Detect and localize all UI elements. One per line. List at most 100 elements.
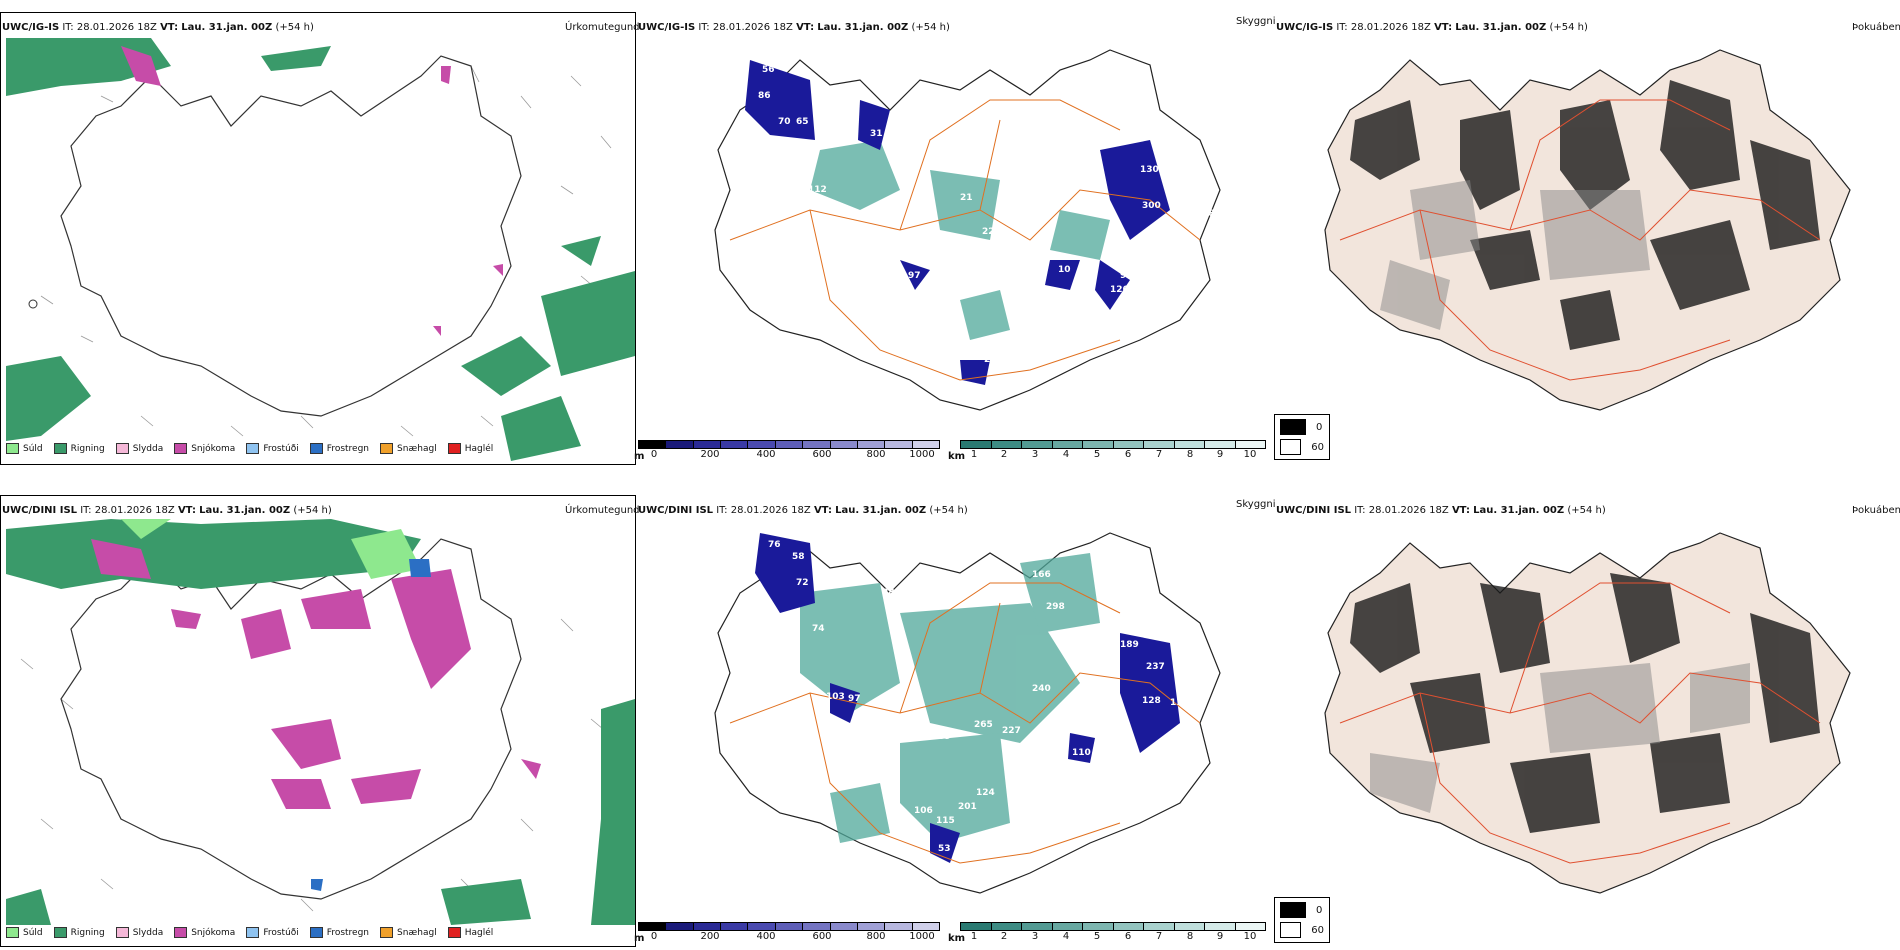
vis-map-1: 56 86 70 65 24 112 115 31 21 220 97 125 … bbox=[714, 49, 1221, 411]
fog-mid-areas bbox=[1380, 180, 1650, 330]
precip-legend-2: Súld Rigning Slydda Snjókoma Frostúði Fr… bbox=[6, 927, 504, 938]
value-label: 96 bbox=[1068, 333, 1081, 343]
vis-tick: 8 bbox=[1186, 931, 1194, 942]
value-label: 76 bbox=[768, 540, 781, 550]
vis-tick: 4 bbox=[1062, 931, 1070, 942]
vis-tick: 2 bbox=[1000, 931, 1008, 942]
value-label: 201 bbox=[958, 802, 977, 812]
snow-areas bbox=[121, 46, 503, 336]
elevation-ramp bbox=[638, 440, 940, 449]
legend-swatch bbox=[115, 927, 129, 938]
fog-header-1: UWC/IG-IS IT: 28.01.2026 18Z VT: Lau. 31… bbox=[1276, 22, 1588, 33]
vis-tick: 6 bbox=[1124, 931, 1132, 942]
precip-legend-1: Súld Rigning Slydda Snjókoma Frostúði Fr… bbox=[6, 443, 504, 454]
value-label: 110 bbox=[1072, 748, 1091, 758]
elevation-numbers: 56 86 70 65 24 112 115 31 21 220 97 125 … bbox=[758, 65, 1215, 395]
precip-header-1: UWC/IG-IS IT: 28.01.2026 18Z VT: Lau. 31… bbox=[2, 22, 314, 34]
vis-tick: 9 bbox=[1216, 931, 1224, 942]
vis-tick: 5 bbox=[1093, 449, 1101, 460]
value-label: 240 bbox=[1032, 684, 1051, 694]
value-label: 112 bbox=[808, 185, 827, 195]
it-value: 28.01.2026 18Z bbox=[76, 22, 157, 33]
row-2: UWC/DINI ISL IT: 28.01.2026 18Z VT: Lau.… bbox=[0, 475, 1900, 950]
value-label: 170 bbox=[1132, 243, 1151, 253]
legend-swatch bbox=[380, 927, 394, 938]
value-label: 909 bbox=[932, 732, 951, 742]
vis-title-1: Skyggni bbox=[1236, 16, 1276, 27]
road-network bbox=[1339, 99, 1821, 381]
precip-header-2: UWC/DINI ISL IT: 28.01.2026 18Z VT: Lau.… bbox=[2, 505, 332, 516]
value-label: 29 bbox=[984, 355, 997, 365]
value-label: 70 bbox=[778, 117, 791, 127]
visibility-areas bbox=[810, 140, 1110, 340]
value-label: 118 bbox=[1196, 209, 1215, 219]
iceland-outline bbox=[60, 55, 522, 417]
value-label: 116 bbox=[1170, 698, 1189, 708]
legend-swatch bbox=[309, 927, 323, 938]
value-label: 161 bbox=[896, 728, 915, 738]
legend-swatch bbox=[246, 927, 260, 938]
elev-tick: 200 bbox=[700, 449, 720, 460]
legend-swatch bbox=[6, 927, 19, 938]
it-label: IT: bbox=[62, 22, 74, 33]
legend-swatch bbox=[115, 443, 129, 454]
value-label: 189 bbox=[1120, 640, 1139, 650]
fog-header-2: UWC/DINI ISL IT: 28.01.2026 18Z VT: Lau.… bbox=[1276, 505, 1606, 516]
legend-swatch bbox=[174, 443, 188, 454]
value-label: 300 bbox=[1142, 201, 1161, 211]
fog-dark-areas bbox=[1350, 573, 1820, 833]
vis-tick: 10 bbox=[1243, 931, 1257, 942]
legend-item-frostregn: Frostregn bbox=[309, 443, 369, 454]
value-label: 106 bbox=[914, 806, 933, 816]
visibility-ramp bbox=[960, 440, 1266, 449]
vis-tick: 3 bbox=[1031, 449, 1039, 460]
elevation-ramp bbox=[638, 922, 940, 931]
legend-swatch bbox=[380, 443, 394, 454]
precip-panel-2 bbox=[0, 495, 636, 947]
elev-tick: 600 bbox=[812, 449, 832, 460]
elev-tick: 0 bbox=[650, 931, 658, 942]
legend-swatch bbox=[174, 927, 188, 938]
elevation-colorbar-2: 0 200 400 600 800 1000 bbox=[638, 922, 940, 943]
rain-areas bbox=[6, 38, 635, 461]
fog-legend-item: 0 bbox=[1280, 419, 1324, 435]
legend-item-haglel: Haglél bbox=[447, 927, 493, 938]
legend-item-haglel: Haglél bbox=[447, 443, 493, 454]
legend-item-sudd: Súld bbox=[6, 927, 43, 938]
value-label: 88 bbox=[882, 588, 895, 598]
legend-item-snjokoma: Snjókoma bbox=[174, 927, 235, 938]
row-1: UWC/IG-IS IT: 28.01.2026 18Z VT: Lau. 31… bbox=[0, 12, 1900, 465]
value-label: 31 bbox=[870, 129, 883, 139]
elev-tick: 1000 bbox=[909, 931, 935, 942]
value-label: 74 bbox=[812, 624, 825, 634]
visibility-areas bbox=[800, 553, 1100, 843]
snow-areas bbox=[91, 539, 541, 809]
legend-swatch bbox=[246, 443, 260, 454]
value-label: 58 bbox=[792, 552, 805, 562]
elev-tick: 400 bbox=[756, 449, 776, 460]
vis-tick: 9 bbox=[1216, 449, 1224, 460]
fog-legend-box-2: 0 60 bbox=[1274, 897, 1330, 943]
legend-item-snjokoma: Snjókoma bbox=[174, 443, 235, 454]
legend-swatch bbox=[6, 443, 19, 454]
value-label: 124 bbox=[976, 788, 995, 798]
model-label: UWC/IG-IS bbox=[2, 22, 60, 33]
value-label: 126 bbox=[1110, 285, 1129, 295]
visibility-unit-1: km bbox=[948, 451, 966, 462]
value-label: 103 bbox=[826, 692, 845, 702]
fog-legend-box-1: 0 60 bbox=[1274, 414, 1330, 460]
fog-map-1 bbox=[1324, 49, 1851, 411]
precip-map-1 bbox=[6, 38, 635, 461]
value-label: 227 bbox=[1002, 726, 1021, 736]
vt-value: Lau. 31.jan. 00Z bbox=[181, 22, 273, 33]
value-label: 65 bbox=[796, 117, 809, 127]
legend-item-frostregn: Frostregn bbox=[309, 927, 369, 938]
wind-barbs bbox=[20, 618, 604, 912]
legend-swatch bbox=[447, 443, 461, 454]
vt-label: VT: bbox=[160, 22, 179, 33]
fog-legend-item: 0 bbox=[1280, 902, 1324, 918]
elev-tick: 0 bbox=[650, 449, 658, 460]
legend-item-sudd: Súld bbox=[6, 443, 43, 454]
legend-swatch bbox=[53, 927, 67, 938]
value-label: 97 bbox=[908, 271, 921, 281]
